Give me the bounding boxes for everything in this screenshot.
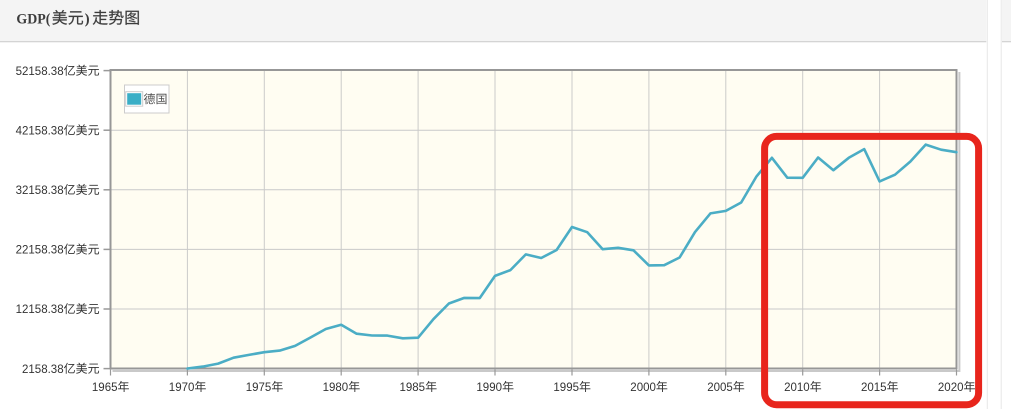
svg-text:52158.38: 52158.38 <box>16 66 64 78</box>
svg-text:32158.38: 32158.38 <box>16 185 64 197</box>
svg-text:12158.38: 12158.38 <box>16 304 64 316</box>
svg-text:1970: 1970 <box>169 382 195 394</box>
svg-text:22158.38: 22158.38 <box>16 245 64 257</box>
svg-text:2158.38: 2158.38 <box>22 364 64 376</box>
svg-text:1975: 1975 <box>246 382 272 394</box>
svg-text:2020: 2020 <box>938 382 964 394</box>
svg-text:2015: 2015 <box>861 382 887 394</box>
svg-text:GDP(: GDP( <box>16 12 50 28</box>
svg-text:): ) <box>85 12 90 28</box>
svg-text:2000: 2000 <box>630 382 656 394</box>
svg-text:1990: 1990 <box>476 382 502 394</box>
svg-text:1995: 1995 <box>553 382 579 394</box>
svg-text:1980: 1980 <box>323 382 349 394</box>
svg-text:2005: 2005 <box>707 382 733 394</box>
svg-text:1985: 1985 <box>400 382 426 394</box>
svg-text:1965: 1965 <box>92 382 118 394</box>
svg-text:2010: 2010 <box>784 382 810 394</box>
svg-text:42158.38: 42158.38 <box>16 125 64 137</box>
